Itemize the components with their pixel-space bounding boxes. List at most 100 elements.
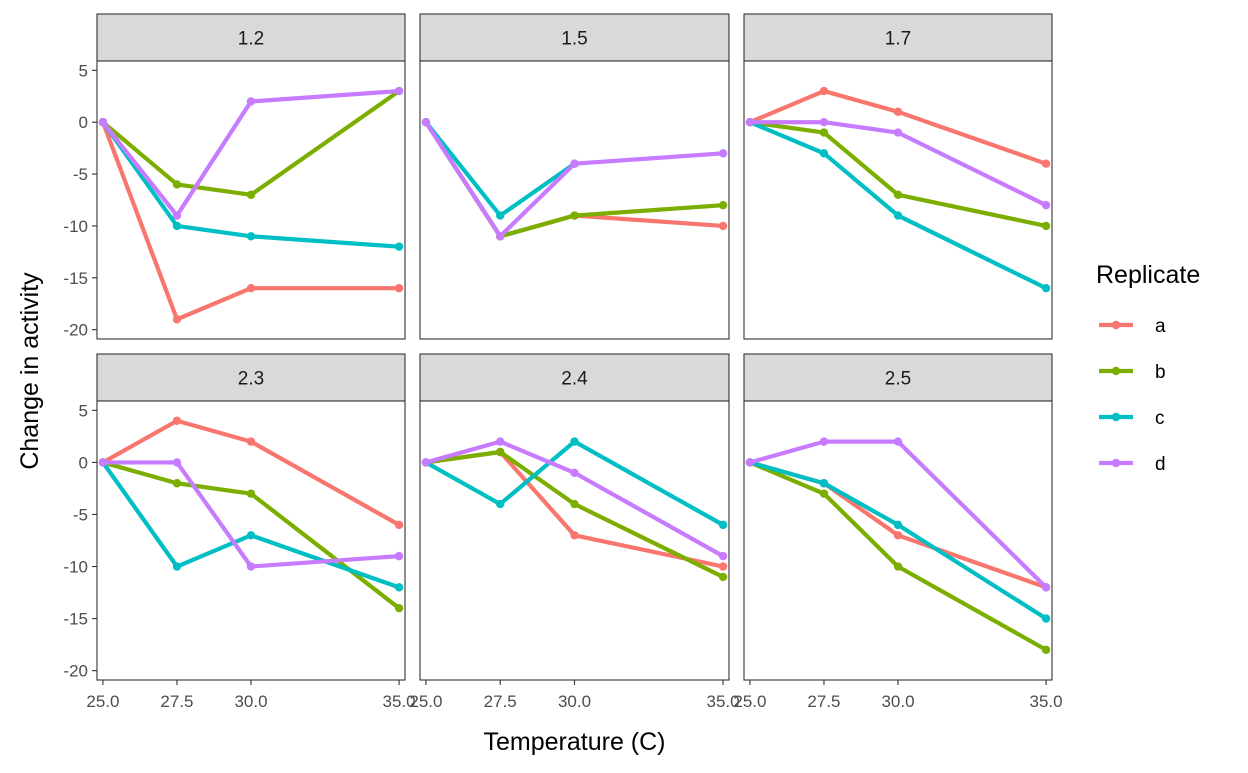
- data-point-c: [394, 242, 404, 251]
- data-point-b: [718, 200, 728, 210]
- panel-border: [96, 400, 406, 681]
- y-tick-label: -15: [63, 610, 88, 629]
- x-tick-label: 27.5: [807, 692, 840, 711]
- series-line-b: [749, 460, 1048, 652]
- data-point-d: [172, 458, 182, 467]
- data-point-a: [1041, 159, 1051, 168]
- data-point-d: [745, 458, 755, 467]
- y-tick-label: -10: [63, 217, 88, 236]
- data-point-a: [246, 283, 256, 293]
- data-point-b: [246, 190, 256, 200]
- series-line-a: [101, 418, 401, 527]
- facet-label: 2.4: [561, 369, 588, 390]
- data-point-c: [172, 221, 182, 231]
- data-point-d: [570, 468, 579, 478]
- data-point-d: [819, 437, 829, 446]
- data-point-d: [421, 458, 431, 467]
- legend-key-point: [1111, 366, 1121, 376]
- facet-strip: [743, 353, 1053, 402]
- panel-border: [419, 60, 730, 340]
- data-point-d: [98, 118, 108, 127]
- data-point-a: [172, 416, 182, 425]
- facet-strip: [419, 13, 730, 62]
- data-point-d: [1041, 583, 1051, 592]
- facet-label: 2.5: [885, 369, 911, 390]
- x-tick-label: 27.5: [484, 692, 517, 711]
- data-point-d: [893, 437, 903, 446]
- legend-key-point: [1111, 412, 1121, 422]
- data-point-c: [819, 479, 829, 488]
- x-tick-label: 25.0: [86, 692, 119, 711]
- y-tick-label: 0: [79, 453, 88, 472]
- series-line-c: [424, 439, 725, 527]
- facet-label: 1.5: [561, 29, 587, 50]
- data-point-a: [570, 531, 579, 540]
- panel-border: [743, 60, 1053, 340]
- data-point-d: [819, 118, 829, 127]
- data-point-b: [1041, 221, 1051, 231]
- y-tick-label: -5: [73, 165, 88, 184]
- data-point-c: [570, 437, 579, 446]
- y-tick-label: 0: [79, 113, 88, 132]
- facet-strip: [743, 13, 1053, 62]
- y-axis-title: Change in activity: [16, 272, 44, 470]
- legend-label: b: [1155, 362, 1166, 383]
- data-point-c: [718, 520, 728, 530]
- x-tick-label: 35.0: [383, 692, 416, 711]
- x-tick-label: 35.0: [707, 692, 740, 711]
- y-tick-label: -20: [63, 321, 88, 340]
- series-line-d: [424, 121, 724, 239]
- data-point-a: [718, 562, 728, 571]
- panel-border: [96, 60, 406, 340]
- data-point-b: [893, 190, 903, 200]
- x-tick-label: 25.0: [733, 692, 766, 711]
- facet-label: 1.7: [885, 29, 911, 50]
- series-line-a: [100, 121, 400, 322]
- facet-strip: [96, 353, 406, 402]
- y-tick-label: -20: [63, 662, 88, 681]
- legend-label: a: [1155, 316, 1166, 337]
- data-point-c: [1041, 614, 1051, 623]
- data-point-d: [496, 437, 505, 446]
- data-point-a: [246, 437, 256, 446]
- x-tick-label: 35.0: [1030, 692, 1063, 711]
- data-point-c: [246, 232, 256, 241]
- data-point-b: [819, 128, 829, 137]
- series-line-c: [749, 460, 1048, 621]
- data-point-b: [570, 211, 579, 220]
- data-point-c: [893, 520, 903, 530]
- x-tick-label: 30.0: [881, 692, 914, 711]
- data-point-d: [421, 118, 431, 127]
- facet-strip: [419, 353, 730, 402]
- legend-key-point: [1111, 320, 1121, 330]
- data-point-d: [98, 458, 108, 467]
- data-point-d: [394, 551, 404, 561]
- facet-label: 2.3: [238, 369, 264, 390]
- data-point-d: [246, 97, 256, 106]
- facet-strip: [96, 13, 406, 62]
- data-point-d: [718, 149, 728, 158]
- series-line-b: [102, 460, 401, 610]
- data-point-d: [172, 211, 182, 220]
- series-line-d: [749, 439, 1048, 589]
- legend-label: c: [1155, 408, 1165, 429]
- data-point-b: [893, 562, 903, 571]
- series-line-b: [101, 89, 401, 197]
- data-point-b: [1041, 645, 1051, 655]
- facet-label: 1.2: [238, 29, 264, 50]
- y-tick-label: -10: [63, 558, 88, 577]
- data-point-c: [172, 562, 182, 571]
- data-point-d: [1041, 200, 1051, 210]
- data-point-d: [246, 562, 256, 571]
- data-point-c: [496, 211, 505, 220]
- data-point-d: [745, 118, 755, 127]
- data-point-d: [718, 551, 728, 561]
- legend-label: d: [1155, 454, 1166, 475]
- y-tick-label: 5: [79, 61, 88, 80]
- series-line-a: [749, 88, 1047, 166]
- data-point-a: [172, 315, 182, 324]
- data-point-a: [893, 107, 903, 117]
- series-line-b: [749, 120, 1047, 228]
